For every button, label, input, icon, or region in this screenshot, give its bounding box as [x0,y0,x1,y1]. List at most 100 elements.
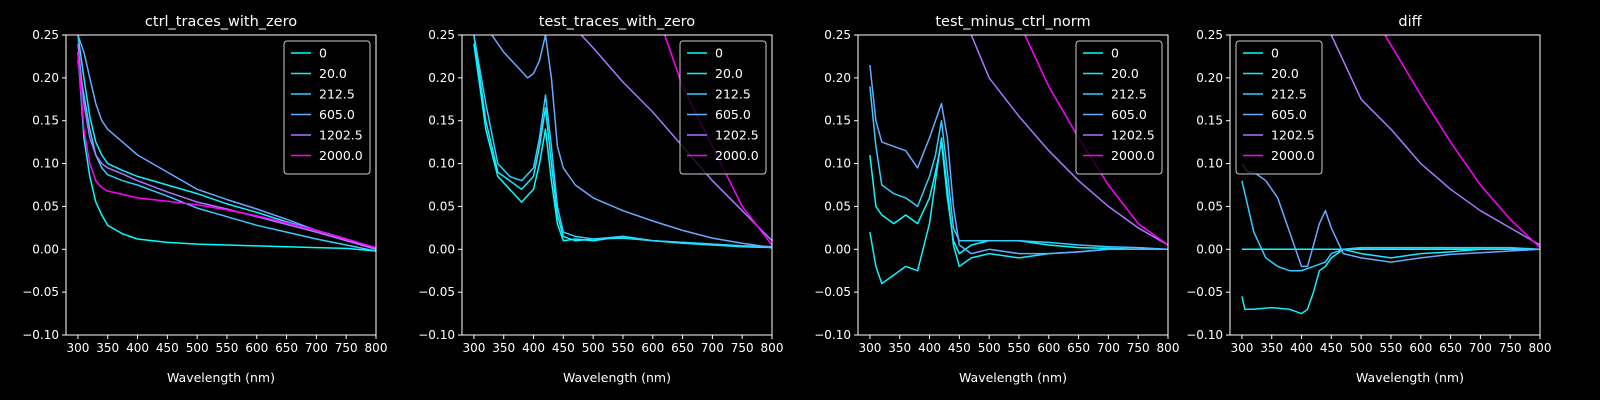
y-tick-label: 0.05 [1196,199,1223,213]
x-tick-label: 550 [1380,341,1403,355]
x-tick-label: 450 [948,341,971,355]
series-line-2 [1241,180,1540,272]
legend-entry: 212.5 [319,87,355,102]
plot-frame [857,34,1169,336]
x-tick-label: 350 [1260,341,1283,355]
y-tick-label: 0.20 [428,71,455,85]
series-line-1 [1241,248,1540,315]
y-tick-label: −0.05 [814,285,851,299]
legend-entry: 0 [319,46,327,61]
x-tick-label: 450 [552,341,575,355]
x-tick-label: 600 [641,341,664,355]
y-tick-label: 0.25 [428,28,455,42]
y-tick-label: 0.15 [824,114,851,128]
x-tick-label: 650 [671,341,694,355]
y-tick-label: −0.05 [22,285,59,299]
legend-entry: 0 [1111,46,1119,61]
x-tick-label: 400 [522,341,545,355]
legend-entry: 1202.5 [1111,128,1155,143]
plot-frame [1229,34,1541,336]
chart-panel-test-traces: test_traces_with_zero Wavelength (nm) 30… [418,14,783,385]
legend-entry: 605.0 [715,107,751,122]
series-lines [869,35,1168,285]
legend: 0 20.0 212.5 605.0 1202.5 2000.0 [679,40,767,175]
y-tick-label: 0.00 [1196,242,1223,256]
y-tick-label: 0.20 [1196,71,1223,85]
legend-entry: 212.5 [1271,87,1307,102]
x-tick-label: 300 [858,341,881,355]
x-axis-label: Wavelength (nm) [1356,370,1464,385]
chart-panel-diff: diff Wavelength (nm) 300 350 400 450 500 550 6… [1186,14,1551,385]
y-tick-label: −0.05 [1186,285,1223,299]
series-line-2 [473,35,772,248]
x-tick-label: 400 [126,341,149,355]
x-tick-label: 750 [1127,341,1150,355]
series-line-3 [77,35,376,250]
y-tick-label: 0.15 [1196,114,1223,128]
chart-panel-test-minus-ctrl: test_minus_ctrl_norm Wavelength (nm) 300… [814,14,1179,385]
x-tick-label: 600 [1037,341,1060,355]
legend-entry: 2000.0 [715,148,759,163]
legend-entry: 2000.0 [1111,148,1155,163]
x-tick-label: 350 [888,341,911,355]
x-tick-label: 400 [918,341,941,355]
x-tick-label: 750 [335,341,358,355]
legend-entry: 0 [715,46,723,61]
x-tick-label: 800 [1529,341,1552,355]
legend-entry: 2000.0 [319,148,363,163]
legend: 0 20.0 212.5 605.0 1202.5 2000.0 [1235,40,1323,175]
series-line-3 [1241,163,1540,268]
y-tick-label: 0.15 [32,114,59,128]
x-tick-label: 300 [1230,341,1253,355]
x-tick-label: 450 [1320,341,1343,355]
x-tick-label: 750 [1499,341,1522,355]
y-tick-label: −0.10 [418,328,455,342]
x-tick-label: 600 [245,341,268,355]
x-tick-label: 450 [156,341,179,355]
x-tick-label: 500 [1350,341,1373,355]
chart-panel-ctrl-traces: ctrl_traces_with_zero Wavelength (nm) 30… [22,14,387,385]
y-tick-label: 0.10 [32,157,59,171]
legend-entry: 605.0 [1111,107,1147,122]
x-axis-label: Wavelength (nm) [959,370,1067,385]
x-tick-label: 550 [1008,341,1031,355]
x-tick-label: 300 [66,341,89,355]
series-line-3 [869,64,1168,255]
y-tick-label: −0.10 [814,328,851,342]
y-tick-label: 0.25 [32,28,59,42]
series-line-4 [580,35,772,242]
series-line-4 [1330,35,1540,246]
legend: 0 20.0 212.5 605.0 1202.5 2000.0 [1075,40,1163,175]
series-line-4 [970,35,1168,246]
x-tick-label: 350 [96,341,119,355]
x-tick-label: 650 [1439,341,1462,355]
x-tick-label: 700 [305,341,328,355]
x-tick-label: 750 [731,341,754,355]
series-lines [77,35,376,252]
legend-entry: 605.0 [1271,107,1307,122]
x-tick-label: 800 [365,341,388,355]
x-tick-label: 500 [978,341,1001,355]
y-tick-label: −0.10 [22,328,59,342]
legend-entry: 1202.5 [715,128,759,143]
x-tick-label: 500 [582,341,605,355]
series-lines [1241,35,1540,315]
legend-entry: 0 [1271,46,1279,61]
x-tick-label: 700 [1469,341,1492,355]
x-tick-label: 800 [1157,341,1180,355]
x-tick-label: 550 [216,341,239,355]
y-tick-label: −0.10 [1186,328,1223,342]
y-tick-label: 0.20 [32,71,59,85]
series-line-2 [869,86,1168,251]
x-axis-label: Wavelength (nm) [167,370,275,385]
legend-entry: 212.5 [715,87,751,102]
y-tick-label: 0.05 [428,199,455,213]
x-tick-label: 300 [462,341,485,355]
legend-entry: 20.0 [1111,66,1139,81]
series-line-5 [77,52,376,249]
legend-entry: 212.5 [1111,87,1147,102]
legend-entry: 1202.5 [1271,128,1315,143]
y-tick-label: 0.25 [824,28,851,42]
x-tick-label: 700 [1097,341,1120,355]
